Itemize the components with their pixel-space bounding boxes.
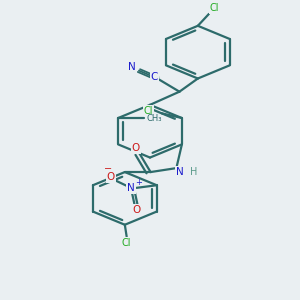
Text: C: C bbox=[151, 72, 158, 82]
Text: −: − bbox=[104, 164, 112, 174]
Text: O: O bbox=[132, 205, 141, 215]
Text: N: N bbox=[128, 62, 136, 72]
Text: Cl: Cl bbox=[144, 106, 154, 116]
Text: +: + bbox=[136, 178, 142, 187]
Text: O: O bbox=[132, 143, 140, 153]
Text: Cl: Cl bbox=[210, 3, 219, 13]
Text: N: N bbox=[176, 167, 184, 177]
Text: CH₃: CH₃ bbox=[147, 113, 162, 122]
Text: H: H bbox=[190, 167, 198, 177]
Text: Cl: Cl bbox=[122, 238, 131, 248]
Text: O: O bbox=[106, 172, 115, 182]
Text: N: N bbox=[127, 183, 135, 193]
